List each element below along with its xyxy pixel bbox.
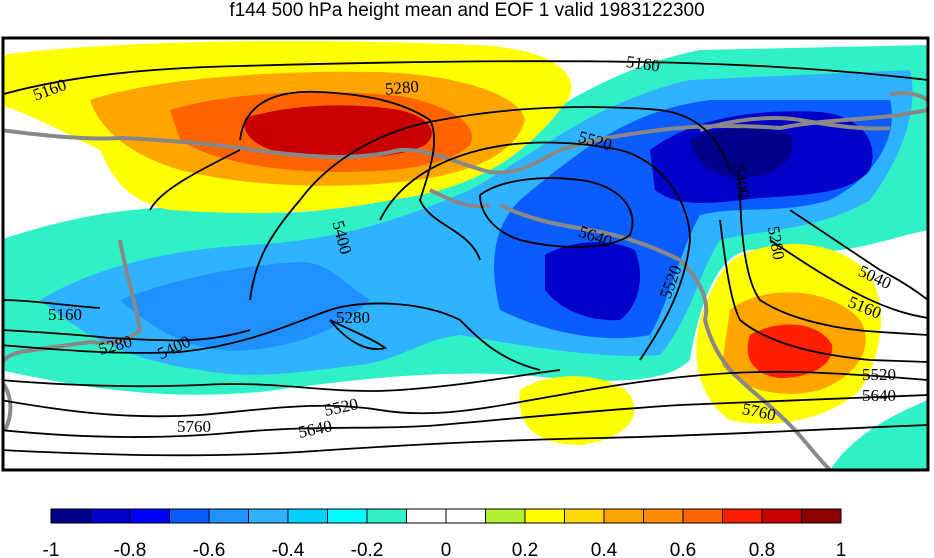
contour-label: 5280 (384, 77, 420, 99)
colorbar-tick-label: -1 (43, 540, 60, 558)
colorbar-tick-label: -0.4 (272, 540, 305, 558)
colorbar-tick-label: 0.8 (749, 540, 775, 558)
positive-anomaly-south (519, 376, 635, 445)
contour-label: 5280 (336, 308, 370, 327)
colorbar-tick-label: -0.6 (193, 540, 226, 558)
colorbar-swatch (90, 508, 131, 524)
colorbar-swatch (485, 508, 526, 524)
colorbar-ticks: -1 -0.8 -0.6 -0.4 -0.2 0 0.2 0.4 0.6 0.8 1 (43, 540, 847, 558)
colorbar-swatch (643, 508, 684, 524)
height-contours (3, 60, 928, 457)
colorbar-swatch (761, 508, 802, 524)
map-plot-area: 5160 5160 5280 5520 5400 5400 5640 5520 … (3, 38, 928, 470)
colorbar-swatch (366, 508, 407, 524)
colorbar-tick-label: -0.2 (351, 540, 384, 558)
colorbar-swatch (129, 508, 170, 524)
contour-label: 5160 (48, 305, 82, 324)
colorbar-swatch (248, 508, 289, 524)
colorbar-swatch (327, 508, 368, 524)
colorbar-swatch (287, 508, 328, 524)
contour-label: 5640 (862, 386, 896, 405)
positive-anomaly-north-core (244, 105, 432, 159)
negative-anomaly-min-center (545, 242, 640, 321)
colorbar-swatch (524, 508, 565, 524)
colorbar-swatch (406, 508, 447, 524)
colorbar-swatch (603, 508, 644, 524)
colorbar-swatch (801, 508, 842, 524)
map-frame (1, 36, 930, 472)
colorbar-swatch (722, 508, 763, 524)
contour-label: 5760 (177, 417, 211, 436)
colorbar (50, 508, 842, 524)
coastlines (3, 90, 928, 470)
colorbar-tick-label: 1 (836, 540, 847, 558)
colorbar-swatch (564, 508, 605, 524)
contour-label: 5520 (862, 365, 896, 384)
colorbar-tick-label: 0.4 (591, 540, 618, 558)
colorbar-tick-label: 0.2 (512, 540, 538, 558)
colorbar-swatch (208, 508, 249, 524)
negative-anomaly-core-west (120, 262, 370, 351)
colorbar-swatch (169, 508, 210, 524)
negative-anomaly-southeast-corner (830, 400, 928, 470)
colorbar-swatch (445, 508, 486, 524)
colorbar-swatch (682, 508, 723, 524)
colorbar-tick-label: -0.8 (114, 540, 147, 558)
colorbar-tick-label: 0 (441, 540, 452, 558)
contour-label: 5160 (625, 52, 661, 76)
map-title: f144 500 hPa height mean and EOF 1 valid… (229, 0, 705, 21)
colorbar-swatch (50, 508, 91, 524)
colorbar-tick-label: 0.6 (670, 540, 696, 558)
